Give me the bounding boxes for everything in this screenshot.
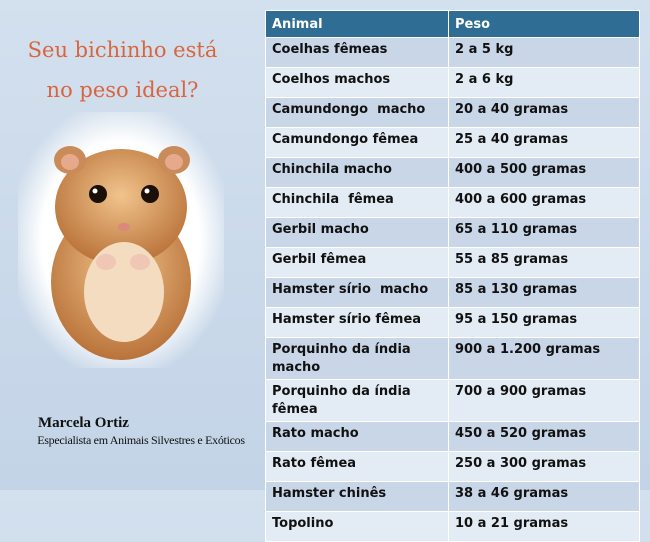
table-row: Gerbil fêmea 55 a 85 gramas bbox=[265, 247, 640, 278]
animal-cell: Hamster sírio macho bbox=[265, 277, 449, 308]
weight-cell: 2 a 6 kg bbox=[448, 67, 640, 98]
table-row: Hamster sírio macho 85 a 130 gramas bbox=[265, 277, 640, 308]
table-row: Camundongo fêmea 25 a 40 gramas bbox=[265, 127, 640, 158]
table-body: Coelhas fêmeas 2 a 5 kg Coelhos machos 2 a … bbox=[265, 37, 640, 542]
table-row: Rato macho 450 a 520 gramas bbox=[265, 421, 640, 452]
table-row: Hamster sírio fêmea 95 a 150 gramas bbox=[265, 307, 640, 338]
animal-cell: Coelhas fêmeas bbox=[265, 37, 449, 68]
weight-cell: 38 a 46 gramas bbox=[448, 481, 640, 512]
animal-cell: Topolino bbox=[265, 511, 449, 542]
table-row: Topolino 10 a 21 gramas bbox=[265, 511, 640, 542]
animal-cell: Hamster chinês bbox=[265, 481, 449, 512]
weight-cell: 450 a 520 gramas bbox=[448, 421, 640, 452]
animal-cell: Gerbil fêmea bbox=[265, 247, 449, 278]
weight-cell: 2 a 5 kg bbox=[448, 37, 640, 68]
animal-cell: Gerbil macho bbox=[265, 217, 449, 248]
title-line: no peso ideal? bbox=[46, 78, 199, 102]
table-row: Gerbil macho 65 a 110 gramas bbox=[265, 217, 640, 248]
weight-cell: 95 a 150 gramas bbox=[448, 307, 640, 338]
weight-cell: 65 a 110 gramas bbox=[448, 217, 640, 248]
table-row: Porquinho da índia macho 900 a 1.200 gram… bbox=[265, 337, 640, 380]
table-row: Camundongo macho 20 a 40 gramas bbox=[265, 97, 640, 128]
header-cell: Peso bbox=[448, 10, 640, 38]
table-row: Chinchila fêmea 400 a 600 gramas bbox=[265, 187, 640, 218]
table-row: Hamster chinês 38 a 46 gramas bbox=[265, 481, 640, 512]
animal-cell: Coelhos machos bbox=[265, 67, 449, 98]
weight-cell: 700 a 900 gramas bbox=[448, 379, 640, 422]
weight-cell: 25 a 40 gramas bbox=[448, 127, 640, 158]
author-role: Especialista em Animais Silvestres e Exó… bbox=[37, 433, 245, 447]
weight-cell: 400 a 500 gramas bbox=[448, 157, 640, 188]
animal-cell: Chinchila fêmea bbox=[265, 187, 449, 218]
weight-table: Animal Peso Coelhas fêmeas 2 a 5 kg Coelho… bbox=[265, 10, 640, 542]
animal-cell: Porquinho da índia fêmea bbox=[265, 379, 449, 422]
table-row: Chinchila macho 400 a 500 gramas bbox=[265, 157, 640, 188]
header-row: Animal Peso bbox=[265, 10, 640, 38]
animal-cell: Rato fêmea bbox=[265, 451, 449, 482]
author-name: Marcela Ortiz bbox=[38, 415, 129, 431]
animal-cell: Camundongo fêmea bbox=[265, 127, 449, 158]
animal-cell: Rato macho bbox=[265, 421, 449, 452]
table-row: Coelhos machos 2 a 6 kg bbox=[265, 67, 640, 98]
header-cell: Animal bbox=[265, 10, 449, 38]
animal-cell: Camundongo macho bbox=[265, 97, 449, 128]
weight-cell: 85 a 130 gramas bbox=[448, 277, 640, 308]
weight-cell: 400 a 600 gramas bbox=[448, 187, 640, 218]
table-row: Porquinho da índia fêmea 700 a 900 gramas bbox=[265, 379, 640, 422]
animal-cell: Porquinho da índia macho bbox=[265, 337, 449, 380]
weight-cell: 250 a 300 gramas bbox=[448, 451, 640, 482]
hamster-photo bbox=[18, 112, 224, 368]
weight-cell: 20 a 40 gramas bbox=[448, 97, 640, 128]
title-line: Seu bichinho está bbox=[27, 38, 218, 62]
animal-cell: Chinchila macho bbox=[265, 157, 449, 188]
table-row: Rato fêmea 250 a 300 gramas bbox=[265, 451, 640, 482]
title: Seu bichinho está no peso ideal? bbox=[0, 30, 245, 110]
table-row: Coelhas fêmeas 2 a 5 kg bbox=[265, 37, 640, 68]
weight-cell: 10 a 21 gramas bbox=[448, 511, 640, 542]
weight-cell: 900 a 1.200 gramas bbox=[448, 337, 640, 380]
weight-cell: 55 a 85 gramas bbox=[448, 247, 640, 278]
animal-cell: Hamster sírio fêmea bbox=[265, 307, 449, 338]
